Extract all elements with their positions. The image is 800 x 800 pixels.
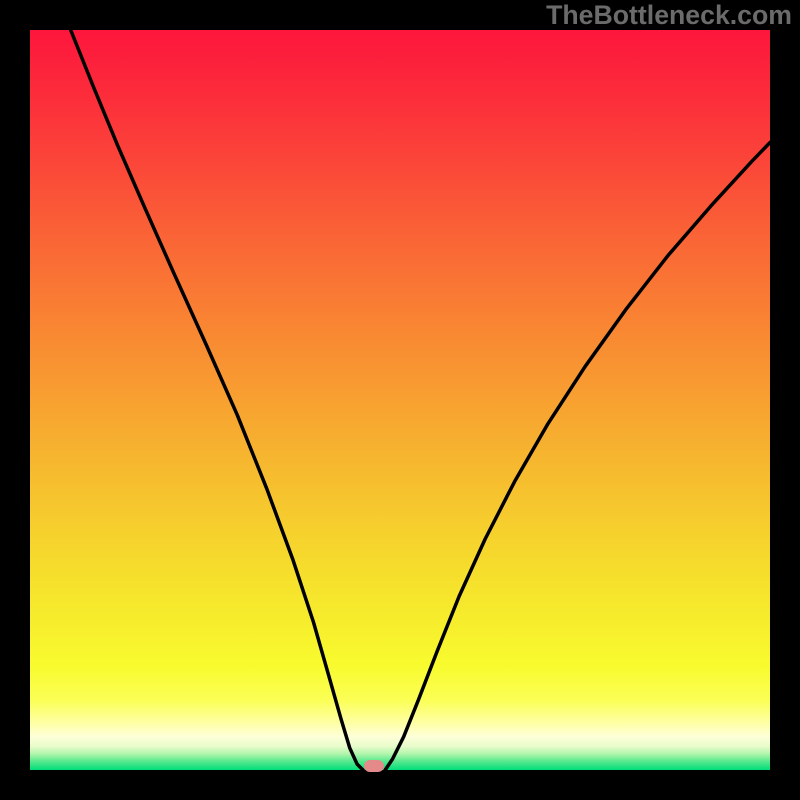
watermark-text: TheBottleneck.com: [546, 0, 792, 31]
chart-container: TheBottleneck.com: [0, 0, 800, 800]
bottleneck-curve-right: [385, 142, 770, 770]
plot-area: [30, 30, 770, 770]
minimum-marker: [364, 760, 384, 772]
bottleneck-curve-left: [71, 30, 363, 770]
curve-layer: [30, 30, 770, 770]
